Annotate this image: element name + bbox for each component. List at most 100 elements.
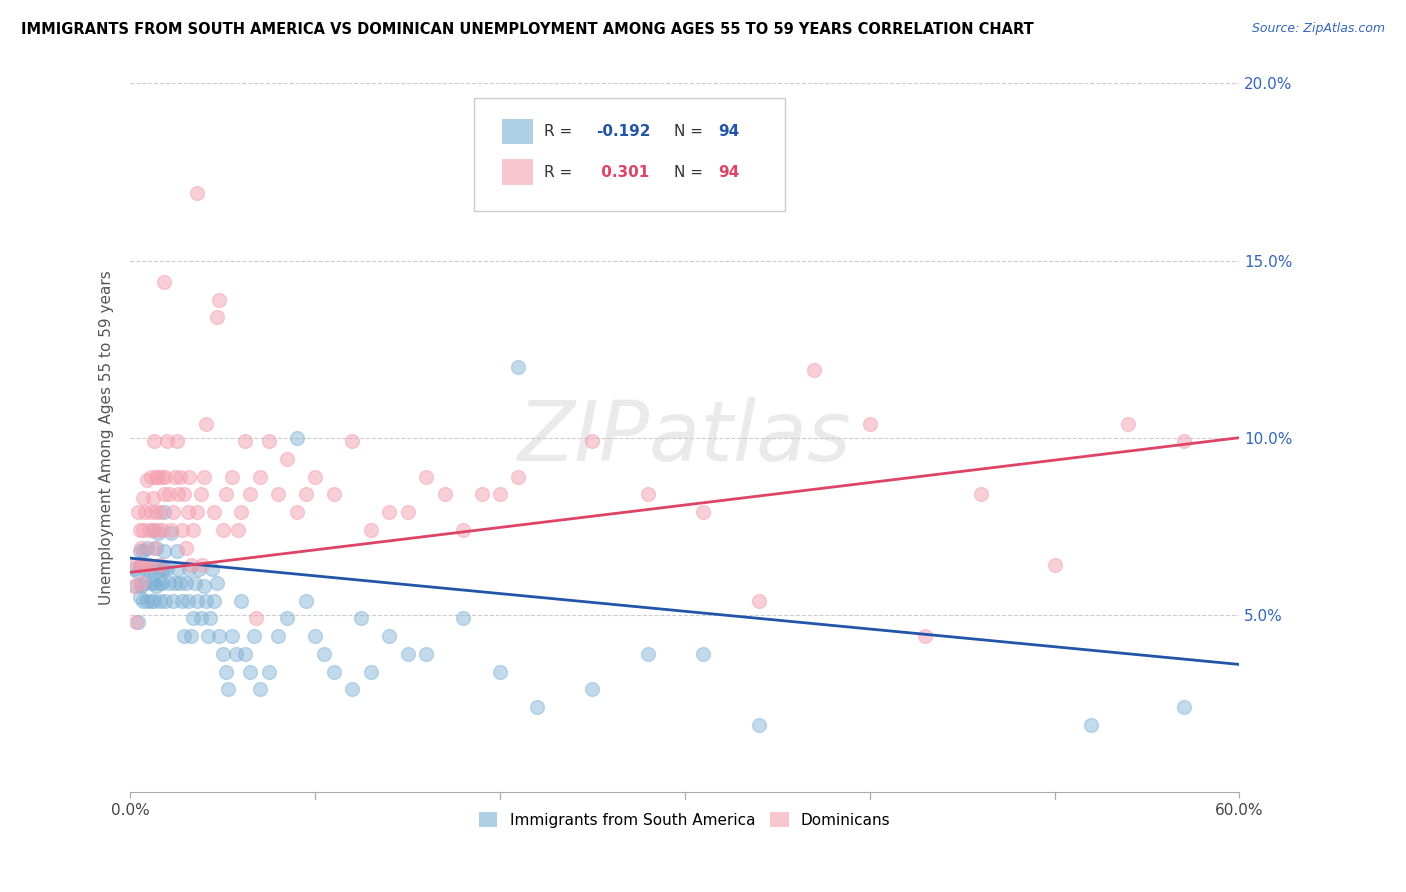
Point (245, 611, 267, 625)
Point (360, 523, 382, 537)
Point (132, 523, 155, 537)
Legend: Immigrants from South America, Dominicans: Immigrants from South America, Dominican… (472, 805, 897, 834)
Point (180, 558, 202, 573)
Point (131, 558, 153, 573)
Point (859, 417, 882, 431)
Point (128, 544, 150, 558)
Point (150, 576, 173, 591)
Point (451, 611, 474, 625)
Point (127, 566, 149, 580)
Text: R =: R = (544, 164, 576, 179)
Point (748, 717, 770, 731)
Text: ZIPatlas: ZIPatlas (517, 397, 852, 478)
Point (969, 487, 991, 501)
Point (150, 562, 173, 576)
Point (233, 647, 256, 661)
Y-axis label: Unemployment Among Ages 55 to 59 years: Unemployment Among Ages 55 to 59 years (100, 270, 114, 605)
Point (176, 593, 198, 607)
Point (162, 505, 184, 519)
Point (508, 359, 530, 374)
Point (1173, 700, 1195, 714)
Point (156, 434, 179, 449)
Text: R =: R = (544, 124, 576, 139)
Point (179, 562, 201, 576)
Point (152, 275, 174, 289)
Point (131, 541, 153, 555)
Point (470, 487, 492, 501)
Point (176, 505, 198, 519)
Point (179, 469, 201, 483)
Point (1118, 417, 1140, 431)
Text: 94: 94 (718, 124, 740, 139)
Point (208, 293, 231, 307)
Point (122, 562, 145, 576)
Point (160, 526, 183, 541)
Point (360, 665, 382, 679)
Point (803, 363, 825, 377)
Point (155, 593, 177, 607)
Point (150, 469, 173, 483)
Point (190, 487, 212, 501)
Point (295, 487, 318, 501)
Point (139, 576, 162, 591)
Point (172, 593, 194, 607)
Point (508, 469, 530, 483)
Point (134, 505, 156, 519)
Point (145, 505, 167, 519)
Point (138, 562, 160, 576)
Point (243, 629, 266, 643)
Point (162, 593, 184, 607)
Point (526, 700, 548, 714)
Point (205, 310, 228, 325)
Point (193, 579, 215, 593)
Point (285, 431, 308, 445)
Point (340, 682, 363, 697)
Point (180, 629, 202, 643)
Point (233, 434, 256, 449)
Point (322, 487, 344, 501)
Point (231, 593, 253, 607)
Point (145, 579, 167, 593)
Point (451, 523, 474, 537)
Point (221, 629, 243, 643)
Point (195, 593, 218, 607)
Point (208, 629, 231, 643)
Point (304, 469, 326, 483)
Point (167, 487, 190, 501)
Point (174, 541, 197, 555)
Point (143, 434, 166, 449)
Point (257, 434, 280, 449)
Point (125, 579, 148, 593)
FancyBboxPatch shape (502, 119, 533, 145)
Point (166, 544, 188, 558)
Point (152, 562, 174, 576)
Point (1043, 558, 1066, 573)
Point (249, 682, 271, 697)
Text: -0.192: -0.192 (596, 124, 651, 139)
Point (132, 544, 155, 558)
Point (146, 562, 169, 576)
Point (152, 505, 174, 519)
Point (139, 505, 162, 519)
Point (350, 611, 373, 625)
Point (257, 665, 280, 679)
Point (198, 611, 221, 625)
Point (415, 469, 437, 483)
Point (581, 434, 603, 449)
Point (202, 593, 225, 607)
Point (163, 469, 186, 483)
Point (489, 487, 512, 501)
Point (239, 665, 262, 679)
Point (186, 186, 208, 201)
Point (145, 469, 167, 483)
Point (225, 647, 247, 661)
Point (267, 629, 290, 643)
Point (138, 523, 160, 537)
Point (1173, 434, 1195, 449)
Point (197, 629, 219, 643)
Point (128, 523, 150, 537)
Point (692, 505, 714, 519)
Point (125, 615, 148, 629)
Point (226, 523, 249, 537)
Point (190, 611, 212, 625)
